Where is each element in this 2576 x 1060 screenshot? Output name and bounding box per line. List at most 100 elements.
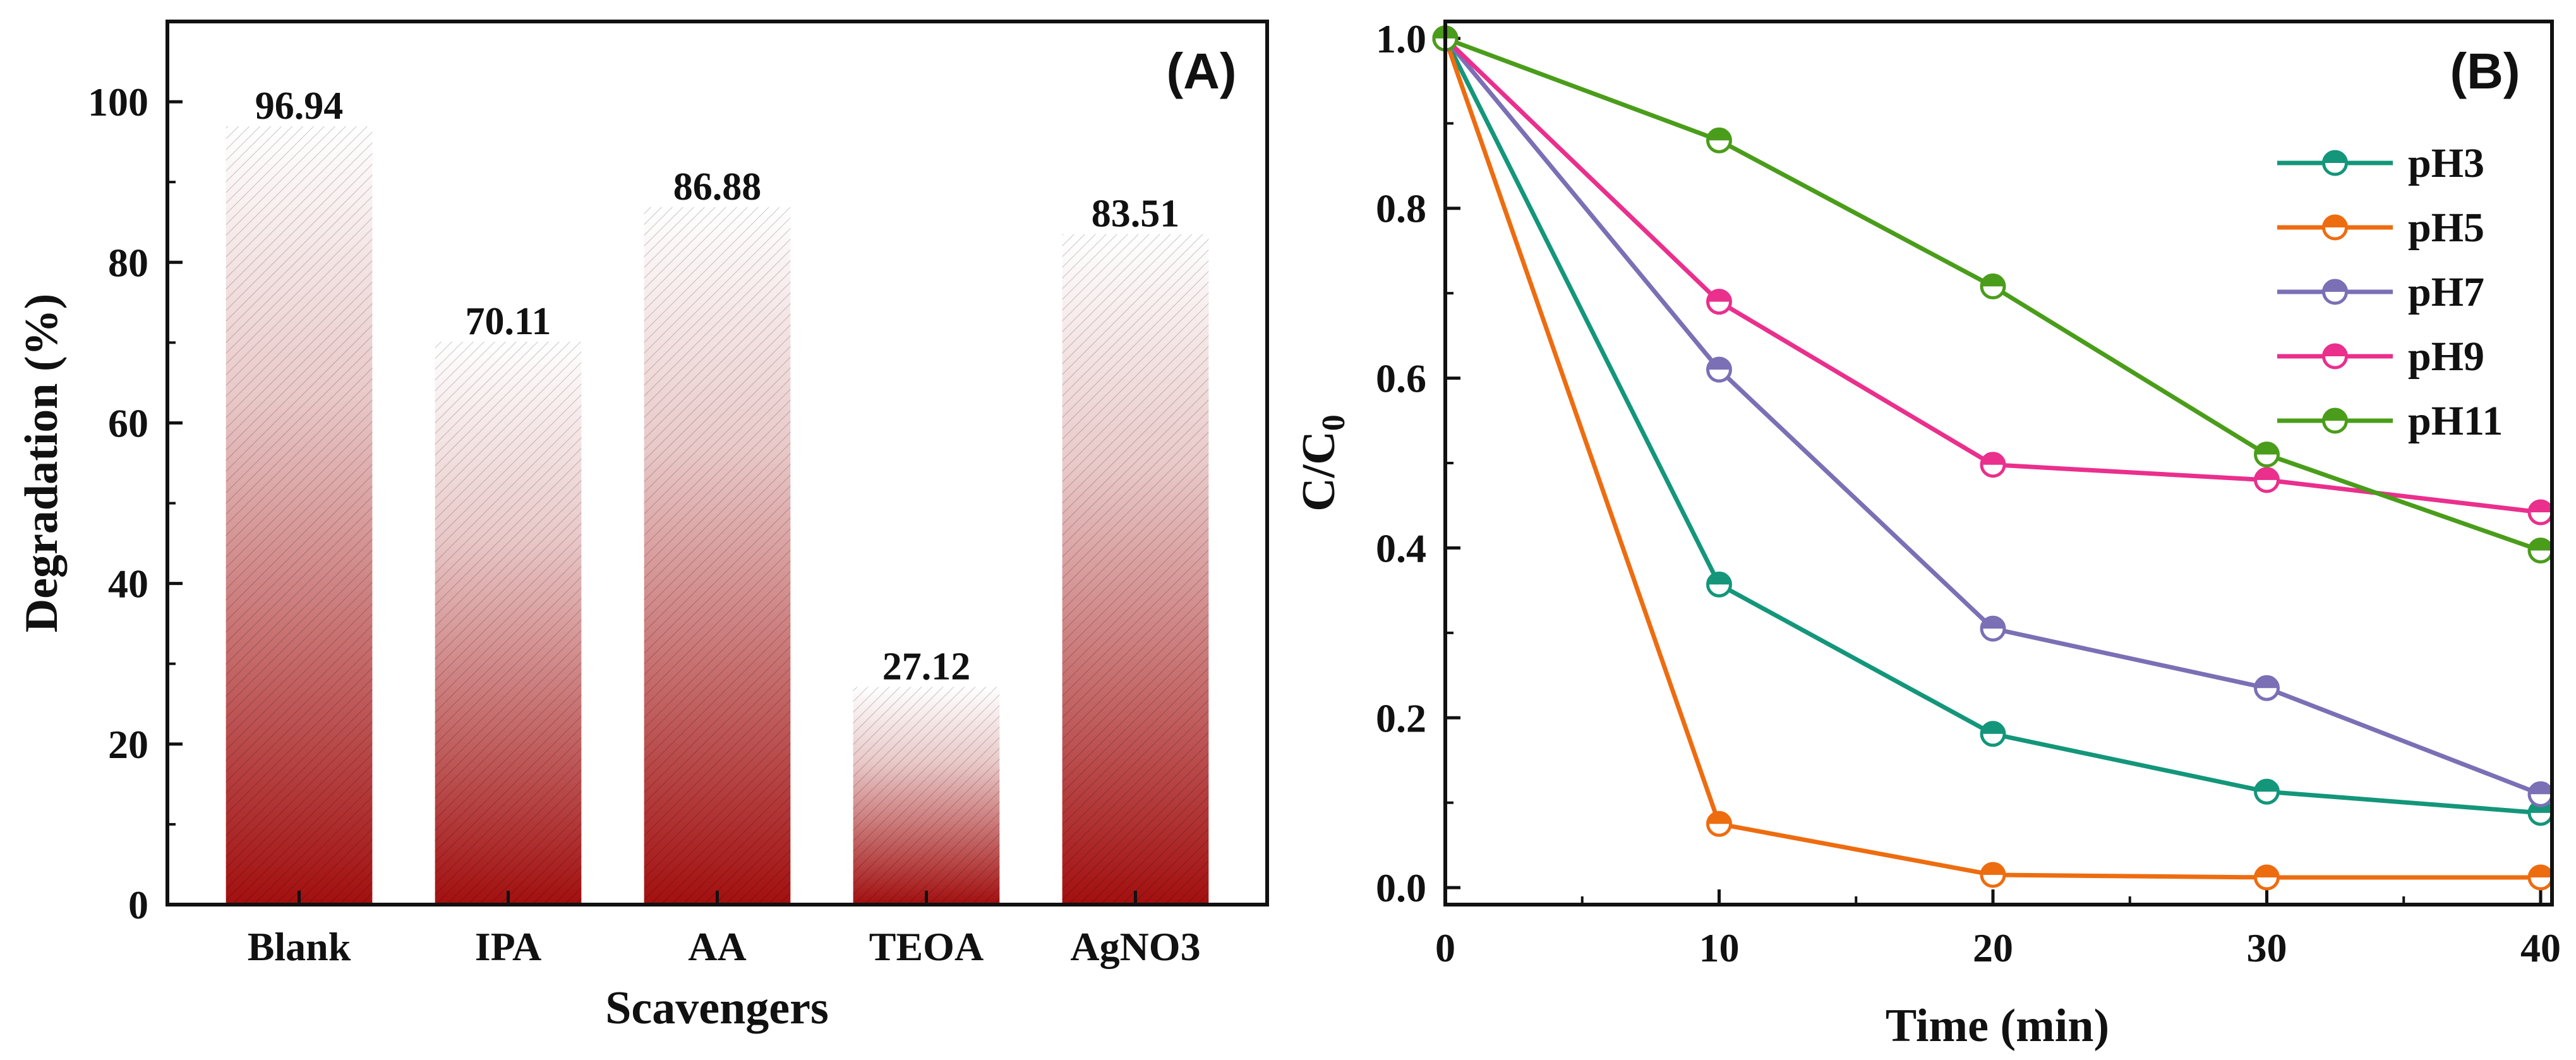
marker-half-fill — [2323, 409, 2347, 421]
data-point-ph11 — [2254, 442, 2280, 468]
marker-half-fill — [2529, 539, 2552, 551]
data-point-ph11 — [2527, 537, 2554, 563]
data-point-ph9 — [1980, 452, 2006, 478]
marker-half-fill — [2323, 345, 2347, 356]
bar-value-label: 27.12 — [882, 645, 971, 688]
marker-half-fill — [2323, 280, 2347, 292]
data-point-ph7 — [2254, 675, 2280, 701]
marker-half-fill — [2529, 783, 2552, 795]
x-tick-label: 0 — [1435, 925, 1455, 970]
marker-half-fill — [2255, 677, 2278, 689]
legend-label: pH11 — [2408, 398, 2503, 444]
data-point-ph3 — [1706, 571, 1732, 598]
legend-item-ph5: pH5 — [2277, 205, 2484, 251]
x-tick-label: 40 — [2520, 925, 2561, 970]
marker-half-fill — [1707, 573, 1731, 585]
data-point-ph5 — [2527, 864, 2554, 891]
marker-half-fill — [1982, 275, 2004, 287]
marker-half-fill — [1707, 812, 1731, 824]
marker-half-fill — [1707, 129, 1731, 141]
x-tick-label: 30 — [2247, 925, 2287, 970]
legend-item-ph3: pH3 — [2277, 140, 2484, 186]
marker-half-fill — [2255, 468, 2278, 480]
data-point-ph5 — [1706, 810, 1732, 837]
bar-value-label: 86.88 — [673, 166, 762, 208]
series-markers — [1432, 25, 2554, 891]
marker-half-fill — [2323, 216, 2347, 227]
marker-half-fill — [1707, 290, 1731, 302]
y-tick-label: 40 — [108, 562, 148, 606]
x-tick-label: IPA — [475, 924, 541, 969]
x-axis-title: Scavengers — [605, 982, 829, 1034]
x-axis-title: Time (min) — [1886, 1000, 2109, 1052]
bar-hatch — [435, 341, 582, 905]
x-axis-ticks: Blank IPA AA TEOA AgNO3 — [248, 891, 1201, 969]
bar-value-labels: 96.94 70.11 86.88 27.12 83.51 — [255, 85, 1179, 688]
panel-b-line-chart: 0.00.20.40.60.81.0 0 10 20 30 40 pH3pH5pH7pH… — [1293, 16, 2561, 1052]
series-line-ph7 — [1443, 37, 2542, 797]
marker-half-fill — [2255, 865, 2278, 877]
data-point-ph11 — [1980, 273, 2006, 299]
y-tick-label: 0.6 — [1376, 356, 1426, 401]
plot-frame — [1443, 20, 2554, 906]
x-tick-label: TEOA — [869, 924, 984, 969]
marker-half-fill — [1707, 358, 1731, 370]
marker-half-fill — [1982, 863, 2004, 875]
data-point-ph9 — [1706, 289, 1732, 315]
bar-hatch — [1062, 234, 1209, 905]
y-tick-label: 0 — [128, 882, 148, 927]
marker-half-fill — [2323, 152, 2347, 163]
legend: pH3 pH5 pH7 pH9 pH11 — [2277, 140, 2503, 444]
x-tick-label: 20 — [1973, 925, 2013, 970]
data-point-ph7 — [2527, 781, 2554, 807]
legend-label: pH7 — [2408, 269, 2484, 315]
y-axis-title: C/C0 — [1293, 414, 1352, 511]
bar — [226, 126, 373, 905]
data-point-ph3 — [1980, 721, 2006, 747]
x-tick-label: AA — [688, 924, 746, 969]
data-point-ph9 — [2527, 499, 2554, 526]
marker-half-fill — [2529, 500, 2552, 512]
series-line-ph3 — [1443, 37, 2541, 816]
marker-half-fill — [2255, 443, 2278, 455]
legend-marker — [2322, 150, 2348, 176]
y-tick-label: 60 — [108, 401, 148, 445]
y-axis-ticks: 0 20 40 60 80 100 — [88, 80, 183, 927]
bar-series — [226, 126, 1209, 905]
data-point-ph9 — [2254, 467, 2280, 493]
legend-item-ph11: pH11 — [2277, 398, 2503, 444]
bar — [1062, 234, 1209, 905]
y-tick-label: 0.4 — [1376, 526, 1426, 570]
x-tick-label: Blank — [248, 924, 351, 969]
marker-half-fill — [2255, 780, 2278, 792]
panel-tag: (B) — [2450, 43, 2520, 99]
legend-marker — [2322, 343, 2348, 370]
legend-marker — [2322, 407, 2348, 434]
bar — [644, 207, 791, 905]
data-point-ph5 — [2254, 864, 2280, 891]
data-point-ph7 — [1980, 615, 2006, 642]
marker-half-fill — [1982, 617, 2004, 629]
y-axis-title: Degradation (%) — [16, 294, 68, 632]
bar-hatch — [644, 207, 791, 905]
y-tick-label: 0.2 — [1376, 696, 1426, 740]
bar-value-label: 70.11 — [465, 300, 551, 343]
y-tick-label: 0.0 — [1376, 865, 1426, 910]
data-point-ph7 — [1706, 356, 1732, 383]
panel-tag: (A) — [1166, 43, 1236, 99]
plot-frame — [166, 20, 1269, 906]
legend-label: pH3 — [2408, 140, 2484, 186]
y-tick-label: 80 — [108, 240, 148, 285]
legend-marker — [2322, 279, 2348, 305]
y-axis-ticks: 0.0 0.2 0.4 0.6 0.8 1.0 — [1376, 16, 1460, 910]
marker-half-fill — [2529, 865, 2552, 877]
bar-value-label: 83.51 — [1092, 193, 1180, 236]
bar — [853, 687, 1000, 905]
data-point-ph3 — [2254, 778, 2280, 805]
legend-label: pH5 — [2408, 205, 2484, 251]
bar-hatch — [853, 687, 1000, 905]
y-axis-title-subscript: 0 — [1316, 414, 1352, 431]
legend-item-ph9: pH9 — [2277, 334, 2484, 380]
x-axis-ticks: 0 10 20 30 40 — [1435, 889, 2561, 970]
